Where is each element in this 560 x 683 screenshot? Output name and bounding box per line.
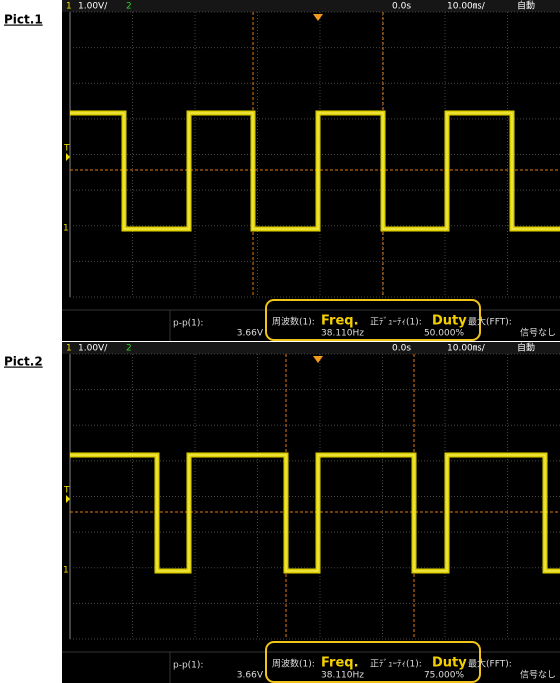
duty-value: 50.000% xyxy=(424,329,464,339)
freq-label: 周波数(1): xyxy=(272,658,315,670)
ch1-indicator: 1 xyxy=(66,344,72,354)
freq-callout: Freq. xyxy=(321,656,359,671)
ch1-scale: 1.00V/ xyxy=(78,2,108,12)
freq-value: 38.110Hz xyxy=(321,671,364,681)
pp-label: p-p(1): xyxy=(173,319,203,329)
trigger-mode: 自動 xyxy=(517,0,535,12)
status-bar xyxy=(62,342,560,354)
panel-label: Pict.1 xyxy=(4,13,43,27)
delay: 0.0s xyxy=(392,344,411,354)
screenshot: Pict.1 1 1.00V/2 0.0s 10.00㎳/ 自動 T 1 p-p(1): 3.66… xyxy=(0,0,560,683)
freq-value: 38.110Hz xyxy=(321,329,364,339)
ch2-indicator: 2 xyxy=(126,344,132,354)
freq-callout: Freq. xyxy=(321,314,359,329)
ch1-indicator: 1 xyxy=(66,2,72,12)
fft-label: 最大(FFT): xyxy=(468,658,512,670)
duty-label: 正ﾃﾞｭｰﾃｨ(1): xyxy=(370,659,422,670)
duty-callout: Duty xyxy=(432,656,467,671)
ch1-marker: 1 xyxy=(63,224,69,234)
status-bar xyxy=(62,0,560,12)
trigger-marker: T xyxy=(63,486,70,496)
timebase: 10.00㎳/ xyxy=(447,344,486,354)
scope-panel: Pict.2 1 1.00V/2 0.0s 10.00㎳/ 自動 T 1 p-p(1): 3.66… xyxy=(4,342,560,683)
ch1-scale: 1.00V/ xyxy=(78,344,108,354)
trigger-marker: T xyxy=(63,144,70,154)
duty-label: 正ﾃﾞｭｰﾃｨ(1): xyxy=(370,317,422,328)
fft-value: 信号なし xyxy=(520,669,556,681)
fft-label: 最大(FFT): xyxy=(468,316,512,328)
timebase: 10.00㎳/ xyxy=(447,2,486,12)
pp-value: 3.66V xyxy=(237,671,264,681)
trigger-mode: 自動 xyxy=(517,342,535,354)
pp-value: 3.66V xyxy=(237,329,264,339)
ch1-marker: 1 xyxy=(63,566,69,576)
scope-panel: Pict.1 1 1.00V/2 0.0s 10.00㎳/ 自動 T 1 p-p(1): 3.66… xyxy=(4,0,560,341)
fft-value: 信号なし xyxy=(520,327,556,339)
freq-label: 周波数(1): xyxy=(272,316,315,328)
pp-label: p-p(1): xyxy=(173,661,203,671)
delay: 0.0s xyxy=(392,2,411,12)
ch2-indicator: 2 xyxy=(126,2,132,12)
duty-callout: Duty xyxy=(432,314,467,329)
duty-value: 75.000% xyxy=(424,671,464,681)
panel-label: Pict.2 xyxy=(4,355,43,369)
